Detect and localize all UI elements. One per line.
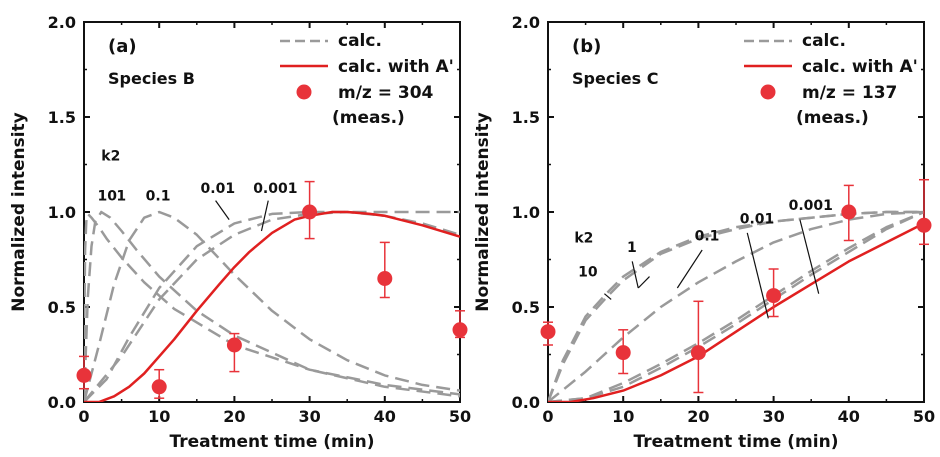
x-axis-title: Treatment time (min): [170, 432, 375, 452]
measured-point: [226, 337, 242, 353]
y-tick-label: 0.0: [48, 393, 76, 412]
measured-point: [151, 379, 167, 395]
legend-label-measured-note: (meas.): [332, 108, 405, 128]
chart-panel-a: 0.0 0.5 1.0 1.5 2.0 0 10 20 30 40 50 Treatment time…: [9, 13, 471, 452]
calc-curve-k2-0.01: [548, 210, 924, 402]
calc-curve-k2-0.001: [548, 210, 924, 402]
curve-label: 0.001: [253, 181, 297, 197]
y-tick-label: 1.5: [512, 108, 540, 127]
calc-curve-k2-0.01: [84, 210, 460, 402]
measured-point: [841, 204, 857, 220]
curve-label: k2: [101, 149, 120, 165]
y-tick-label: 0.5: [48, 298, 76, 317]
label-leader-line: [604, 293, 612, 300]
legend-label-measured-note: (meas.): [796, 108, 869, 128]
legend-label-measured: m/z = 304: [338, 83, 434, 103]
calc-curve-k2-1: [84, 210, 460, 402]
species-label: Species B: [108, 69, 195, 88]
legend-label-calc-with-a-prime: calc. with A': [338, 57, 454, 77]
panel-label: (b): [572, 36, 601, 57]
curve-label: 0.01: [740, 211, 775, 227]
x-tick-label: 50: [449, 407, 471, 426]
calc-curve-k2-10: [84, 212, 460, 402]
chart-panel-b: 0.0 0.5 1.0 1.5 2.0 0 10 20 30 40 50 Treatment time…: [473, 13, 935, 452]
curve-label: 10: [98, 189, 118, 205]
curve-label: 1: [627, 240, 637, 256]
calc-with-a-prime-curve: [84, 210, 460, 402]
calc-curve-k2-0.1: [548, 210, 924, 402]
y-tick-label: 0.0: [512, 393, 540, 412]
curves-group: [84, 210, 460, 402]
measured-point: [615, 345, 631, 361]
x-tick-label: 0: [78, 407, 89, 426]
y-tick-label: 1.5: [48, 108, 76, 127]
curve-label: 1: [116, 189, 126, 205]
curve-label: 0.01: [201, 181, 236, 197]
y-axis-title: Normalized intensity: [473, 112, 493, 311]
curve-label: k2: [574, 230, 593, 246]
legend-label-calc: calc.: [802, 31, 846, 51]
measured-point: [766, 288, 782, 304]
label-leader-line: [637, 276, 650, 289]
label-leader-line: [746, 232, 769, 319]
x-tick-label: 20: [223, 407, 245, 426]
legend-label-calc-with-a-prime: calc. with A': [802, 57, 918, 77]
measured-point: [540, 324, 556, 340]
x-axis-title: Treatment time (min): [634, 432, 839, 452]
measured-point: [76, 367, 92, 383]
legend-label-calc: calc.: [338, 31, 382, 51]
measured-point: [302, 204, 318, 220]
measured-point: [452, 322, 468, 338]
calc-curve-k2-0.001: [84, 210, 460, 402]
label-leader-line: [676, 249, 703, 289]
panel-label: (a): [108, 36, 137, 57]
legend-label-measured: m/z = 137: [802, 83, 897, 103]
x-tick-label: 50: [913, 407, 935, 426]
curve-label: 0.001: [789, 198, 833, 214]
calc-with-a-prime-curve: [548, 222, 924, 402]
x-tick-label: 30: [298, 407, 320, 426]
y-axis-title: Normalized intensity: [9, 112, 29, 311]
legend-swatch-measured: [760, 84, 776, 100]
x-tick-label: 20: [687, 407, 709, 426]
curve-label: 0.1: [695, 229, 720, 245]
x-tick-label: 10: [612, 407, 634, 426]
curves-group: [548, 210, 924, 402]
measured-point: [690, 345, 706, 361]
y-tick-label: 1.0: [48, 203, 76, 222]
y-tick-label: 2.0: [512, 13, 540, 32]
x-tick-label: 40: [838, 407, 860, 426]
calc-curve-k2-0.1: [84, 210, 460, 402]
x-tick-label: 30: [762, 407, 784, 426]
label-leader-line: [799, 219, 820, 294]
measured-point: [916, 217, 932, 233]
y-tick-label: 2.0: [48, 13, 76, 32]
y-tick-label: 1.0: [512, 203, 540, 222]
x-tick-label: 0: [542, 407, 553, 426]
y-tick-label: 0.5: [512, 298, 540, 317]
curve-label: 0.1: [146, 189, 171, 205]
measured-point: [377, 271, 393, 286]
curve-label: 10: [578, 265, 598, 281]
label-leader-line: [260, 200, 269, 232]
label-leader-line: [631, 261, 639, 289]
x-tick-label: 40: [374, 407, 396, 426]
legend-swatch-measured: [296, 84, 312, 100]
species-label: Species C: [572, 69, 658, 88]
x-tick-label: 10: [148, 407, 170, 426]
label-leader-line: [215, 200, 230, 220]
